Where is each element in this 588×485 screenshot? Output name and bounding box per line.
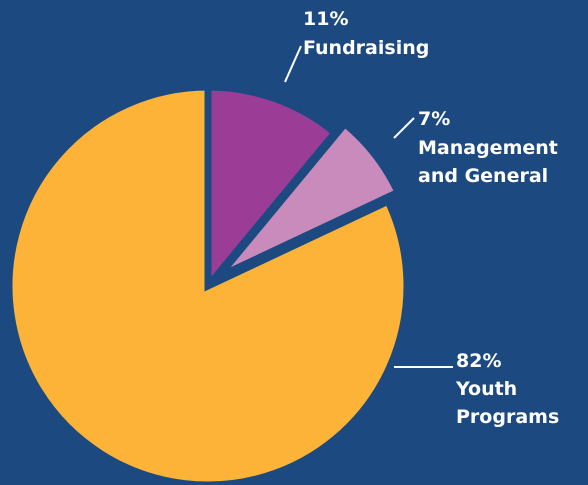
leader-lines [284,45,453,368]
slice-label-management-percent: 7% [418,108,450,130]
slice-label-management-name-line2: and General [418,165,548,187]
slice-label-management-name-line1: Management [418,137,558,159]
slice-label-youth-percent: 82% [456,350,501,372]
slice-label-youth-name-line1: Youth [455,378,517,400]
slice-label-youth-name-line2: Programs [456,406,559,428]
slice-label-fundraising-percent: 11% [303,8,348,30]
pie-slice-management-general [215,118,403,281]
leader-line-fundraising [284,45,302,83]
leader-line-management [393,117,415,139]
slice-label-fundraising-name: Fundraising [303,37,429,59]
pie-slices [5,83,411,485]
pie-slice-youth-programs [5,83,411,485]
pie-slice-fundraising [204,83,340,296]
